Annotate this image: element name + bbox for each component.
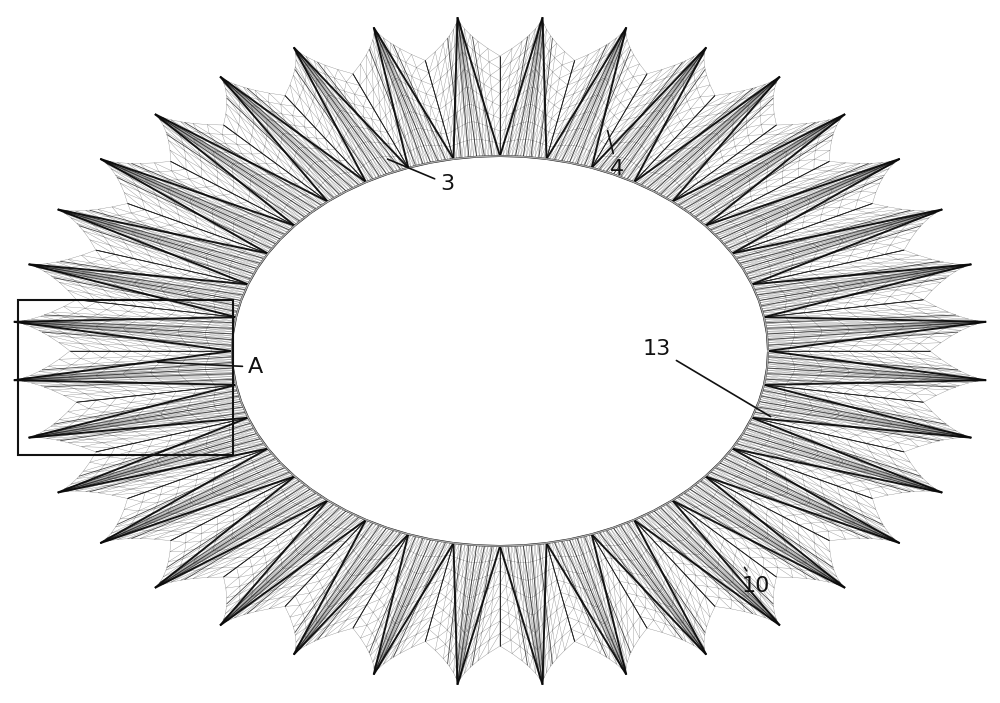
Text: A: A [158, 357, 263, 377]
Text: 4: 4 [608, 131, 624, 179]
Text: 13: 13 [643, 339, 771, 417]
Text: 3: 3 [388, 159, 454, 194]
Text: 10: 10 [742, 567, 770, 596]
Bar [18, 300, 233, 455]
